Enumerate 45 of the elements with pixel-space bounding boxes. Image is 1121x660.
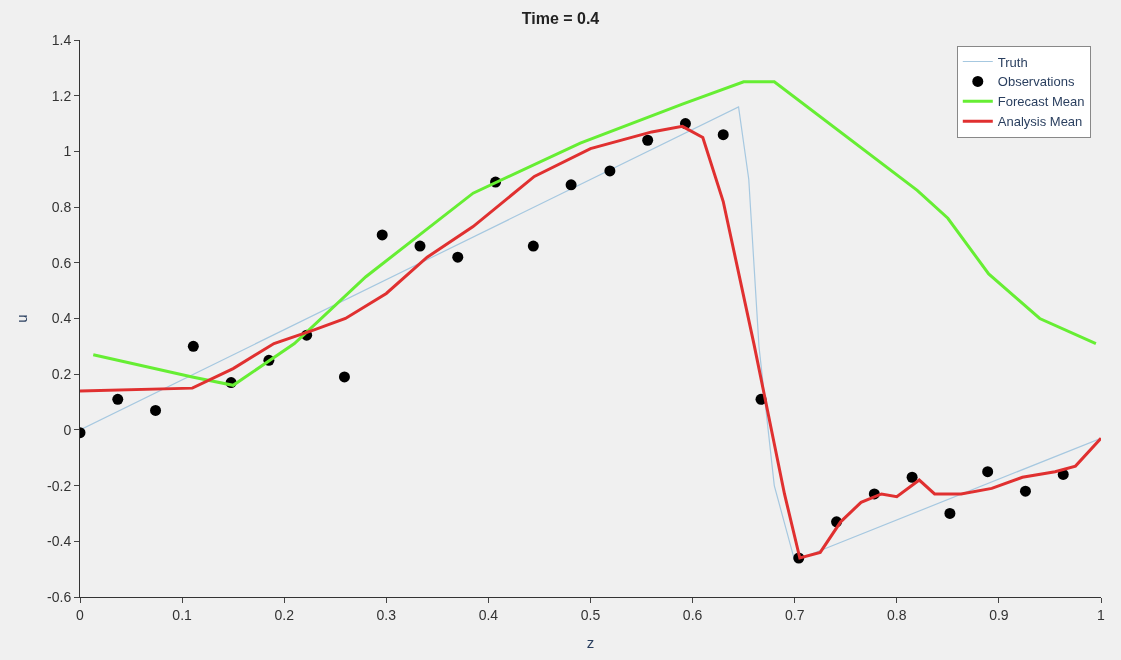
- y-tick-label: 0.2: [51, 366, 72, 383]
- legend-label: Observations: [997, 74, 1075, 90]
- point: [982, 466, 994, 478]
- point: [187, 340, 199, 352]
- x-tick-label: 0.6: [682, 606, 703, 623]
- x-tick-label: 0.1: [172, 606, 193, 623]
- y-tick-label: 1.4: [51, 31, 72, 48]
- x-tick-label: 0.2: [274, 606, 295, 623]
- y-tick-label: 1: [63, 143, 72, 160]
- x-tick-label: 0.5: [580, 606, 601, 623]
- point: [376, 229, 388, 241]
- y-tick-label: -0.6: [47, 588, 72, 605]
- x-tick-label: 0.4: [478, 606, 499, 623]
- point: [112, 393, 124, 405]
- x-tick-label: 1: [1097, 606, 1106, 623]
- chart-title: Time = 0.4: [521, 10, 600, 28]
- x-tick-label: 0.9: [989, 606, 1009, 623]
- y-tick-label: 0: [63, 421, 72, 438]
- legend-label: Truth: [997, 54, 1028, 70]
- point: [527, 240, 539, 252]
- point: [452, 251, 464, 263]
- point: [338, 371, 350, 383]
- legend-label: Forecast Mean: [997, 94, 1085, 110]
- y-tick-label: 0.4: [51, 310, 72, 327]
- y-tick-label: -0.4: [47, 533, 72, 550]
- point: [1019, 485, 1031, 497]
- point: [642, 134, 654, 146]
- y-tick-label: 0.8: [51, 199, 72, 215]
- point: [414, 240, 426, 252]
- y-tick-label: 0.6: [51, 254, 72, 271]
- x-tick-label: 0.7: [784, 606, 805, 623]
- x-axis-title: z: [586, 633, 595, 651]
- x-tick-label: 0: [76, 606, 85, 623]
- point: [717, 129, 729, 141]
- y-tick-label: 1.2: [51, 87, 72, 104]
- point: [604, 165, 616, 177]
- y-axis-title: u: [13, 314, 31, 323]
- point: [944, 507, 956, 519]
- point: [150, 404, 162, 416]
- y-tick-label: -0.2: [47, 477, 72, 494]
- point: [565, 179, 577, 191]
- x-tick-label: 0.3: [376, 606, 397, 623]
- x-tick-label: 0.8: [887, 606, 907, 623]
- point: [906, 471, 918, 483]
- legend-label: Analysis Mean: [997, 114, 1083, 130]
